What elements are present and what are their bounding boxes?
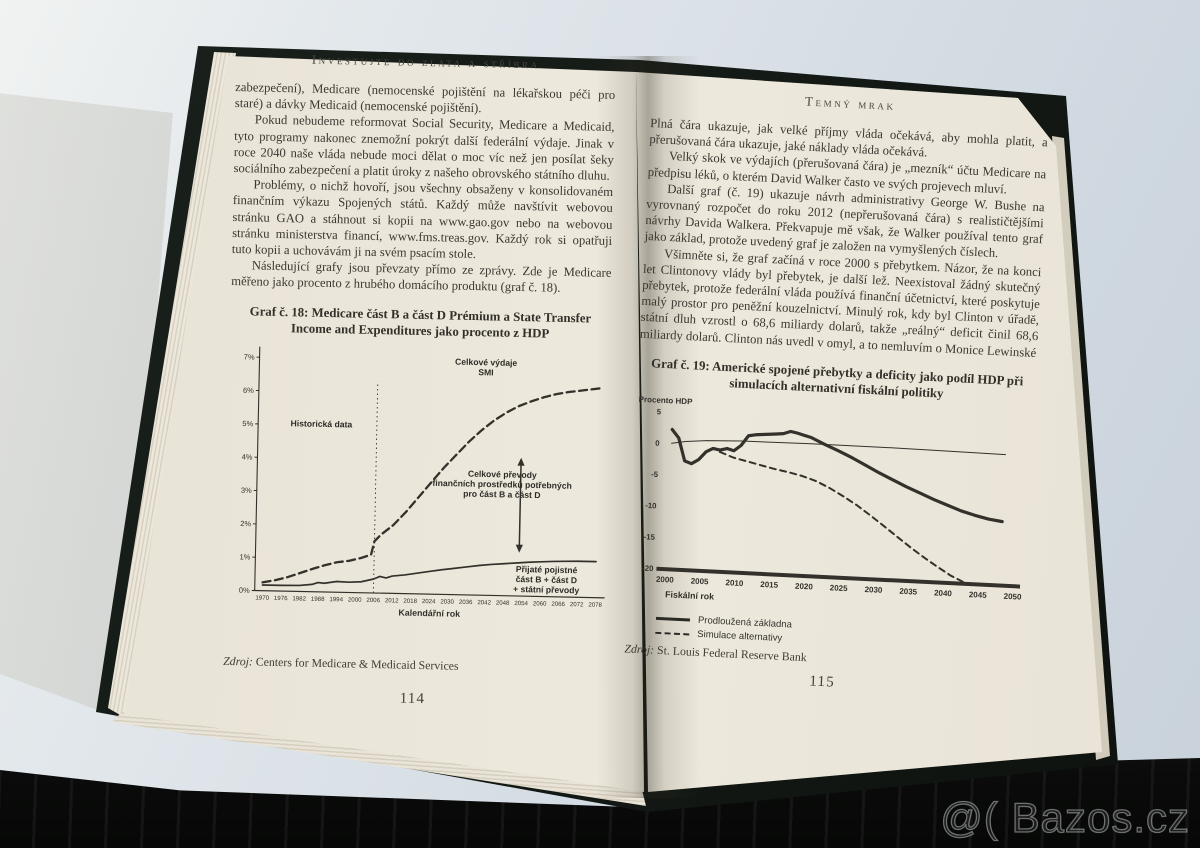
source-label: Zdroj: xyxy=(624,641,655,657)
svg-text:pro část B a část D: pro část B a část D xyxy=(463,488,541,500)
svg-text:SMI: SMI xyxy=(478,367,493,377)
svg-text:2036: 2036 xyxy=(459,598,473,605)
svg-text:2045: 2045 xyxy=(969,590,988,600)
svg-text:2010: 2010 xyxy=(725,578,744,588)
spine-shadow xyxy=(596,56,700,798)
svg-text:1976: 1976 xyxy=(274,595,288,602)
body-paragraph: Pokud nebudeme reformovat Social Securit… xyxy=(233,112,615,183)
svg-text:2015: 2015 xyxy=(760,580,779,590)
deficit-simulation-chart: Procento HDP 2000 2005 2010 2015 2020 2025 2030… xyxy=(638,395,1022,602)
svg-text:2078: 2078 xyxy=(588,601,602,608)
svg-text:Kalendářní rok: Kalendářní rok xyxy=(398,607,460,618)
svg-text:2060: 2060 xyxy=(533,600,547,607)
svg-text:2040: 2040 xyxy=(934,588,953,598)
svg-text:7%: 7% xyxy=(244,352,255,361)
svg-text:1994: 1994 xyxy=(329,596,343,603)
svg-text:2000: 2000 xyxy=(348,596,362,603)
source-label: Zdroj: xyxy=(223,653,254,669)
body-paragraph: Následující grafy jsou převzaty přímo ze… xyxy=(231,258,612,296)
svg-text:2005: 2005 xyxy=(691,576,710,586)
svg-text:-5: -5 xyxy=(651,470,659,479)
svg-text:5: 5 xyxy=(657,407,662,416)
chart-18-source: Zdroj: Centers for Medicare & Medicaid S… xyxy=(223,654,603,677)
svg-text:2024: 2024 xyxy=(422,598,436,605)
svg-text:část B + část D: část B + část D xyxy=(516,574,578,585)
source-text: Centers for Medicare & Medicaid Services xyxy=(252,654,459,673)
medicare-smi-chart: 1970 1976 1982 1988 1994 2000 2006 2012 2018 2024… xyxy=(239,346,605,618)
svg-text:-20: -20 xyxy=(642,563,654,573)
svg-text:0: 0 xyxy=(655,438,660,447)
svg-text:2050: 2050 xyxy=(1003,592,1022,602)
svg-text:2042: 2042 xyxy=(477,599,491,606)
svg-text:2025: 2025 xyxy=(830,583,849,593)
svg-text:5%: 5% xyxy=(242,419,253,428)
legend-label: Simulace alternativy xyxy=(696,629,783,645)
svg-text:2030: 2030 xyxy=(440,598,454,605)
svg-text:finančních prostředků potřebný: finančních prostředků potřebných xyxy=(432,478,572,491)
body-paragraph: Všimněte si, že graf začíná v roce 2000 … xyxy=(639,246,1042,360)
svg-text:2018: 2018 xyxy=(403,597,417,604)
svg-text:Historická data: Historická data xyxy=(291,418,353,429)
svg-text:Celkové převody: Celkové převody xyxy=(468,468,537,479)
svg-text:Fiskální rok: Fiskální rok xyxy=(665,589,714,601)
solid-line-swatch xyxy=(655,617,691,622)
svg-text:-10: -10 xyxy=(645,501,657,511)
svg-text:2066: 2066 xyxy=(551,600,565,607)
svg-text:2048: 2048 xyxy=(496,599,510,606)
right-page-content: Temný mrak Plná čára ukazuje, jak velké … xyxy=(623,86,1050,701)
svg-text:4%: 4% xyxy=(242,452,253,461)
svg-text:2054: 2054 xyxy=(514,600,528,607)
svg-text:Přijaté pojistné: Přijaté pojistné xyxy=(516,564,578,575)
svg-text:0%: 0% xyxy=(239,585,250,594)
running-header-left: Investujte do zlata a stříbra xyxy=(311,51,540,72)
svg-text:2035: 2035 xyxy=(899,587,918,597)
svg-text:1982: 1982 xyxy=(292,595,306,602)
dashed-line-swatch xyxy=(655,631,690,636)
svg-text:Procento HDP: Procento HDP xyxy=(638,395,693,407)
svg-text:2000: 2000 xyxy=(656,575,675,585)
svg-text:2006: 2006 xyxy=(366,596,380,603)
svg-text:3%: 3% xyxy=(241,485,252,494)
svg-text:+ státní převody: + státní převody xyxy=(513,584,580,595)
svg-text:2072: 2072 xyxy=(570,601,584,608)
svg-text:1988: 1988 xyxy=(311,595,325,602)
svg-text:2020: 2020 xyxy=(795,581,814,591)
svg-text:2012: 2012 xyxy=(385,597,399,604)
svg-text:1970: 1970 xyxy=(255,594,269,601)
body-paragraph: Problémy, o nichž hovoří, jsou všechny o… xyxy=(231,177,614,262)
bazos-watermark: @( Bazos.cz xyxy=(940,793,1190,841)
svg-text:-15: -15 xyxy=(643,532,655,542)
svg-text:Celkové výdaje: Celkové výdaje xyxy=(455,356,518,367)
chart-18-title: Graf č. 18: Medicare část B a část D Pré… xyxy=(249,303,592,341)
svg-text:2030: 2030 xyxy=(864,585,883,595)
left-page-content: Investujte do zlata a stříbra zabezpečen… xyxy=(222,50,616,711)
svg-text:2%: 2% xyxy=(240,519,251,528)
svg-text:6%: 6% xyxy=(243,385,254,394)
svg-text:1%: 1% xyxy=(239,552,250,561)
